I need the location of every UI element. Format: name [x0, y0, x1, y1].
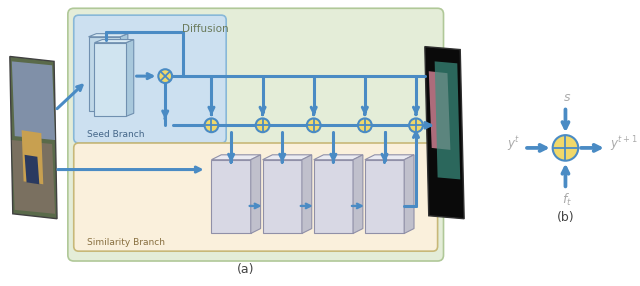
FancyBboxPatch shape	[262, 160, 302, 233]
Circle shape	[553, 135, 578, 161]
Polygon shape	[12, 140, 55, 214]
Polygon shape	[314, 155, 363, 160]
Polygon shape	[425, 47, 464, 219]
Polygon shape	[251, 155, 260, 233]
Polygon shape	[211, 155, 260, 160]
Text: $y^{t+1}$: $y^{t+1}$	[610, 134, 637, 154]
Text: Seed Branch: Seed Branch	[86, 130, 144, 139]
Polygon shape	[120, 34, 128, 111]
Polygon shape	[126, 39, 134, 116]
Text: Similarity Branch: Similarity Branch	[86, 239, 164, 247]
Circle shape	[358, 118, 372, 132]
FancyBboxPatch shape	[68, 8, 444, 261]
Circle shape	[158, 69, 172, 83]
Text: $f_t$: $f_t$	[563, 192, 572, 208]
Polygon shape	[24, 155, 39, 184]
FancyBboxPatch shape	[88, 37, 120, 111]
Polygon shape	[95, 39, 134, 43]
Text: Diffusion: Diffusion	[182, 24, 228, 34]
Polygon shape	[88, 34, 128, 37]
Polygon shape	[429, 71, 451, 150]
FancyBboxPatch shape	[95, 43, 126, 116]
Circle shape	[409, 118, 423, 132]
Polygon shape	[435, 61, 460, 179]
Polygon shape	[302, 155, 312, 233]
Text: $s$: $s$	[563, 91, 572, 104]
Text: (a): (a)	[237, 263, 255, 276]
Polygon shape	[22, 130, 44, 184]
Polygon shape	[262, 155, 312, 160]
Circle shape	[307, 118, 321, 132]
Polygon shape	[12, 61, 55, 140]
Polygon shape	[353, 155, 363, 233]
Circle shape	[256, 118, 269, 132]
Polygon shape	[365, 155, 414, 160]
Polygon shape	[404, 155, 414, 233]
Polygon shape	[10, 56, 57, 219]
FancyBboxPatch shape	[74, 15, 226, 143]
FancyBboxPatch shape	[74, 143, 438, 251]
FancyBboxPatch shape	[314, 160, 353, 233]
FancyBboxPatch shape	[211, 160, 251, 233]
Circle shape	[205, 118, 218, 132]
Text: (b): (b)	[557, 211, 574, 224]
FancyBboxPatch shape	[365, 160, 404, 233]
Text: $y^t$: $y^t$	[507, 135, 520, 153]
